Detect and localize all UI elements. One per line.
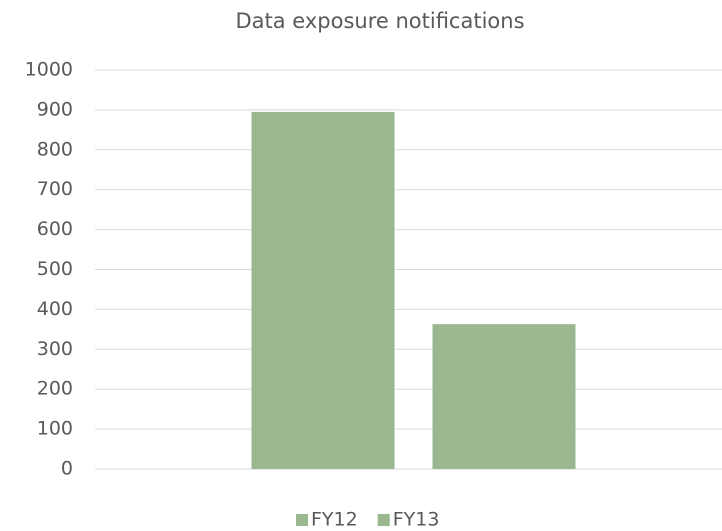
- legend-label: FY13: [393, 509, 440, 531]
- chart-title: Data exposure notifications: [235, 9, 524, 33]
- y-tick-label: 200: [37, 378, 73, 400]
- y-tick-label: 0: [61, 458, 73, 480]
- y-tick-label: 100: [37, 418, 73, 440]
- y-tick-label: 300: [37, 338, 73, 360]
- y-tick-label: 400: [37, 298, 73, 320]
- y-tick-label: 500: [37, 258, 73, 280]
- y-tick-label: 600: [37, 218, 73, 240]
- y-tick-label: 900: [37, 98, 73, 120]
- y-tick-label: 700: [37, 178, 73, 200]
- y-tick-label: 800: [37, 138, 73, 160]
- legend-label: FY12: [311, 509, 358, 531]
- legend-swatch: [296, 514, 308, 526]
- bar: [251, 111, 395, 470]
- legend-swatch: [377, 514, 390, 526]
- y-tick-label: 1000: [25, 59, 73, 81]
- bar: [432, 324, 576, 469]
